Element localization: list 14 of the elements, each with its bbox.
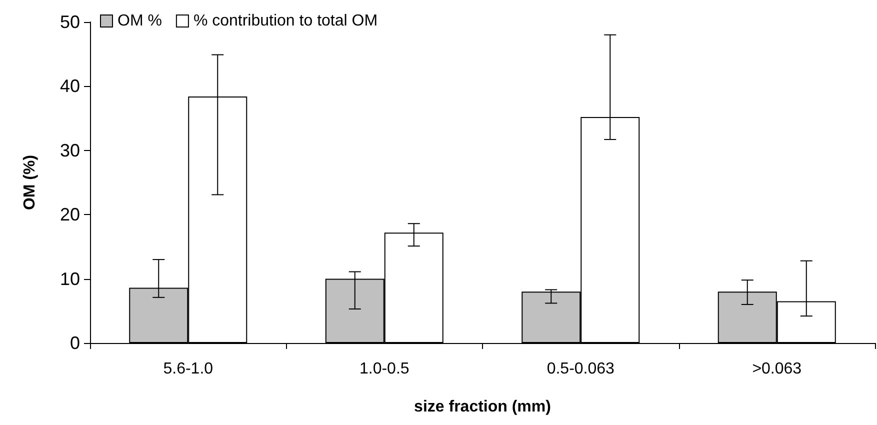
x-tick-label: >0.063 bbox=[752, 360, 802, 378]
y-tick-label: 10 bbox=[60, 268, 80, 289]
x-tick-label: 5.6-1.0 bbox=[163, 360, 214, 378]
y-tick-label: 30 bbox=[60, 140, 80, 160]
x-axis-title: size fraction (mm) bbox=[414, 398, 551, 416]
y-tick-label: 20 bbox=[60, 204, 80, 225]
legend-label: % contribution to total OM bbox=[193, 12, 378, 30]
y-tick-label: 0 bbox=[70, 333, 80, 353]
y-tick-label: 40 bbox=[60, 76, 80, 96]
legend-label: OM % bbox=[118, 12, 162, 30]
y-tick-label: 50 bbox=[60, 12, 80, 32]
x-tick-label: 1.0-0.5 bbox=[359, 360, 410, 378]
y-axis-title: OM (%) bbox=[22, 154, 38, 210]
x-tick-label: 0.5-0.063 bbox=[546, 360, 615, 378]
